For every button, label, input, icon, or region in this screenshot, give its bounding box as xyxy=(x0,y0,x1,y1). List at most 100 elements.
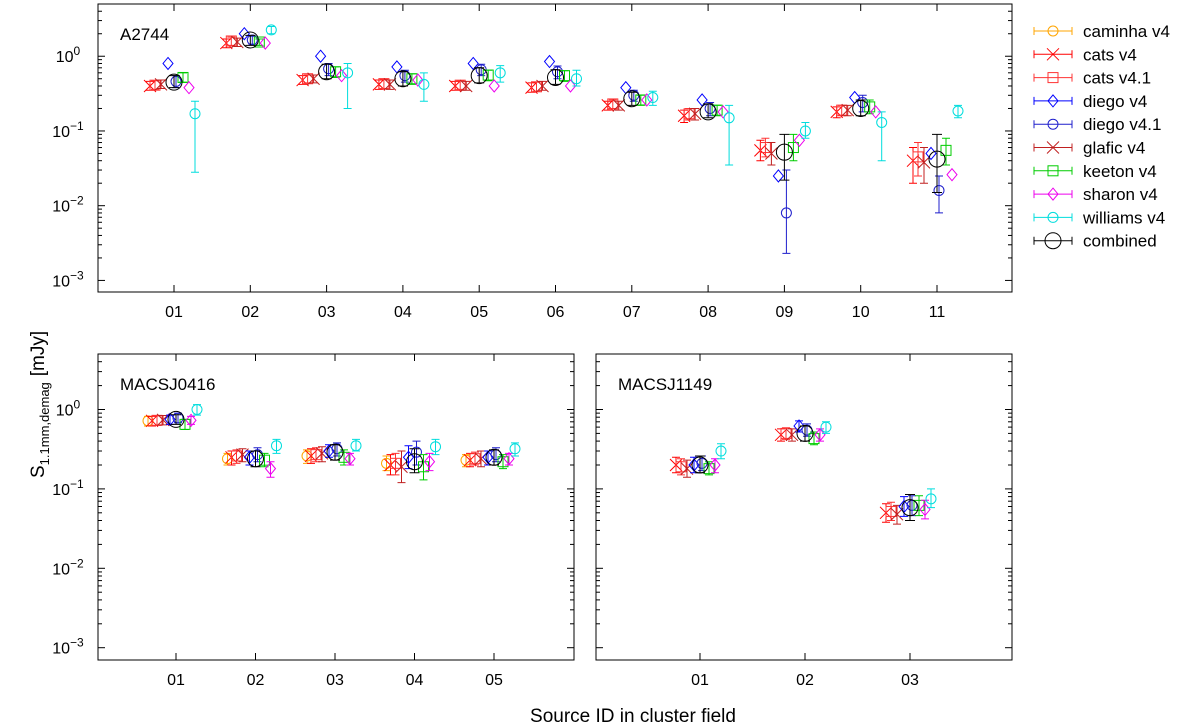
data-point xyxy=(841,103,855,117)
panel-frame xyxy=(97,3,1013,293)
data-point xyxy=(814,428,826,442)
data-point xyxy=(344,451,356,466)
data-point xyxy=(467,56,479,71)
series-sharon-v4 xyxy=(183,36,958,182)
legend-item: caminha v4 xyxy=(1033,22,1170,41)
data-point xyxy=(330,66,342,78)
data-point xyxy=(411,446,422,458)
series-diego-v4 xyxy=(162,26,937,183)
data-point xyxy=(612,99,626,112)
x-tick-label: 03 xyxy=(318,304,336,321)
x-tick-label: 09 xyxy=(776,304,794,321)
data-point xyxy=(547,68,564,86)
data-point xyxy=(271,440,282,452)
data-point xyxy=(759,142,771,154)
error-bar xyxy=(725,104,734,166)
legend-item: cats v4 xyxy=(1033,45,1137,64)
legend-label: keeton v4 xyxy=(1083,162,1157,181)
series-glafic-v4 xyxy=(680,428,904,525)
data-point xyxy=(793,133,806,148)
x-tick-label: 03 xyxy=(326,672,344,689)
data-point xyxy=(253,36,265,48)
error-bar xyxy=(419,454,428,481)
legend-item: cats v4.1 xyxy=(1033,69,1151,88)
series-combined xyxy=(167,410,503,474)
data-point xyxy=(559,70,570,82)
data-point xyxy=(543,54,556,69)
data-point xyxy=(301,450,313,462)
data-point xyxy=(423,454,436,469)
error-bar xyxy=(412,440,421,466)
data-point xyxy=(703,463,715,475)
legend-item: sharon v4 xyxy=(1033,185,1158,204)
data-point xyxy=(641,93,653,107)
series-combined xyxy=(165,31,946,194)
x-tick-label: 10 xyxy=(852,304,870,321)
series-cats-v4 xyxy=(145,414,477,476)
data-point xyxy=(765,147,778,160)
series-cats-v4-1 xyxy=(675,427,897,521)
legend-marker xyxy=(1047,94,1059,108)
data-point xyxy=(952,105,964,117)
data-point xyxy=(876,116,888,128)
data-point xyxy=(412,73,424,87)
error-bar xyxy=(914,142,922,177)
data-point xyxy=(469,453,481,465)
legend-label: diego v4.1 xyxy=(1083,115,1161,134)
data-point xyxy=(925,493,937,505)
panel-frame xyxy=(97,353,575,661)
series-williams-v4 xyxy=(715,421,937,509)
error-bar xyxy=(908,495,916,517)
legend-marker xyxy=(1047,72,1059,84)
data-point xyxy=(675,461,687,473)
error-bar xyxy=(920,147,928,184)
data-point xyxy=(799,125,811,137)
data-point xyxy=(259,454,270,466)
legend-line xyxy=(1033,27,1073,35)
legend-label: cats v4 xyxy=(1083,45,1137,64)
data-point xyxy=(946,167,958,182)
data-point xyxy=(350,440,362,452)
error-bar xyxy=(942,137,950,166)
data-point xyxy=(785,428,799,442)
data-point xyxy=(796,424,814,442)
data-point xyxy=(390,457,401,469)
data-point xyxy=(793,419,805,433)
y-tick-label: 10−3 xyxy=(52,268,84,290)
error-bar xyxy=(496,65,505,83)
legend-item: williams v4 xyxy=(1033,208,1165,227)
x-tick-label: 07 xyxy=(623,304,641,321)
data-point xyxy=(688,107,702,121)
data-point xyxy=(314,49,327,64)
legend-line xyxy=(1033,213,1073,222)
error-bar xyxy=(782,169,791,254)
panel-macsj0416: 10−3 10−2 10−1 100 01 02 03 04 05 MACSJ0416 xyxy=(52,353,575,689)
y-axis-title-main: S xyxy=(28,465,49,478)
legend-label: williams v4 xyxy=(1082,208,1165,227)
panel-title: MACSJ1149 xyxy=(618,375,712,394)
series-williams-v4 xyxy=(191,403,521,457)
error-bar xyxy=(169,75,179,89)
data-point xyxy=(772,169,785,183)
y-tick-label: 10−3 xyxy=(52,636,84,658)
x-tick-label: 01 xyxy=(691,672,709,689)
data-point xyxy=(394,70,412,88)
error-bar xyxy=(391,452,400,476)
data-point xyxy=(459,79,473,93)
data-point xyxy=(571,73,582,85)
data-point xyxy=(247,450,264,468)
error-bar xyxy=(171,414,181,425)
data-point xyxy=(406,453,423,471)
data-point xyxy=(836,104,848,116)
data-point xyxy=(536,79,549,93)
error-bar xyxy=(927,488,935,509)
data-point xyxy=(885,505,897,517)
y-tick-label: 100 xyxy=(56,44,81,66)
series-diego-v4-1 xyxy=(170,34,945,254)
error-bar xyxy=(626,91,637,106)
series-keeton-v4 xyxy=(179,418,509,481)
x-tick-label: 01 xyxy=(165,304,183,321)
y-tick-label: 10−1 xyxy=(52,119,84,141)
data-point xyxy=(241,31,259,49)
data-point xyxy=(326,443,344,461)
